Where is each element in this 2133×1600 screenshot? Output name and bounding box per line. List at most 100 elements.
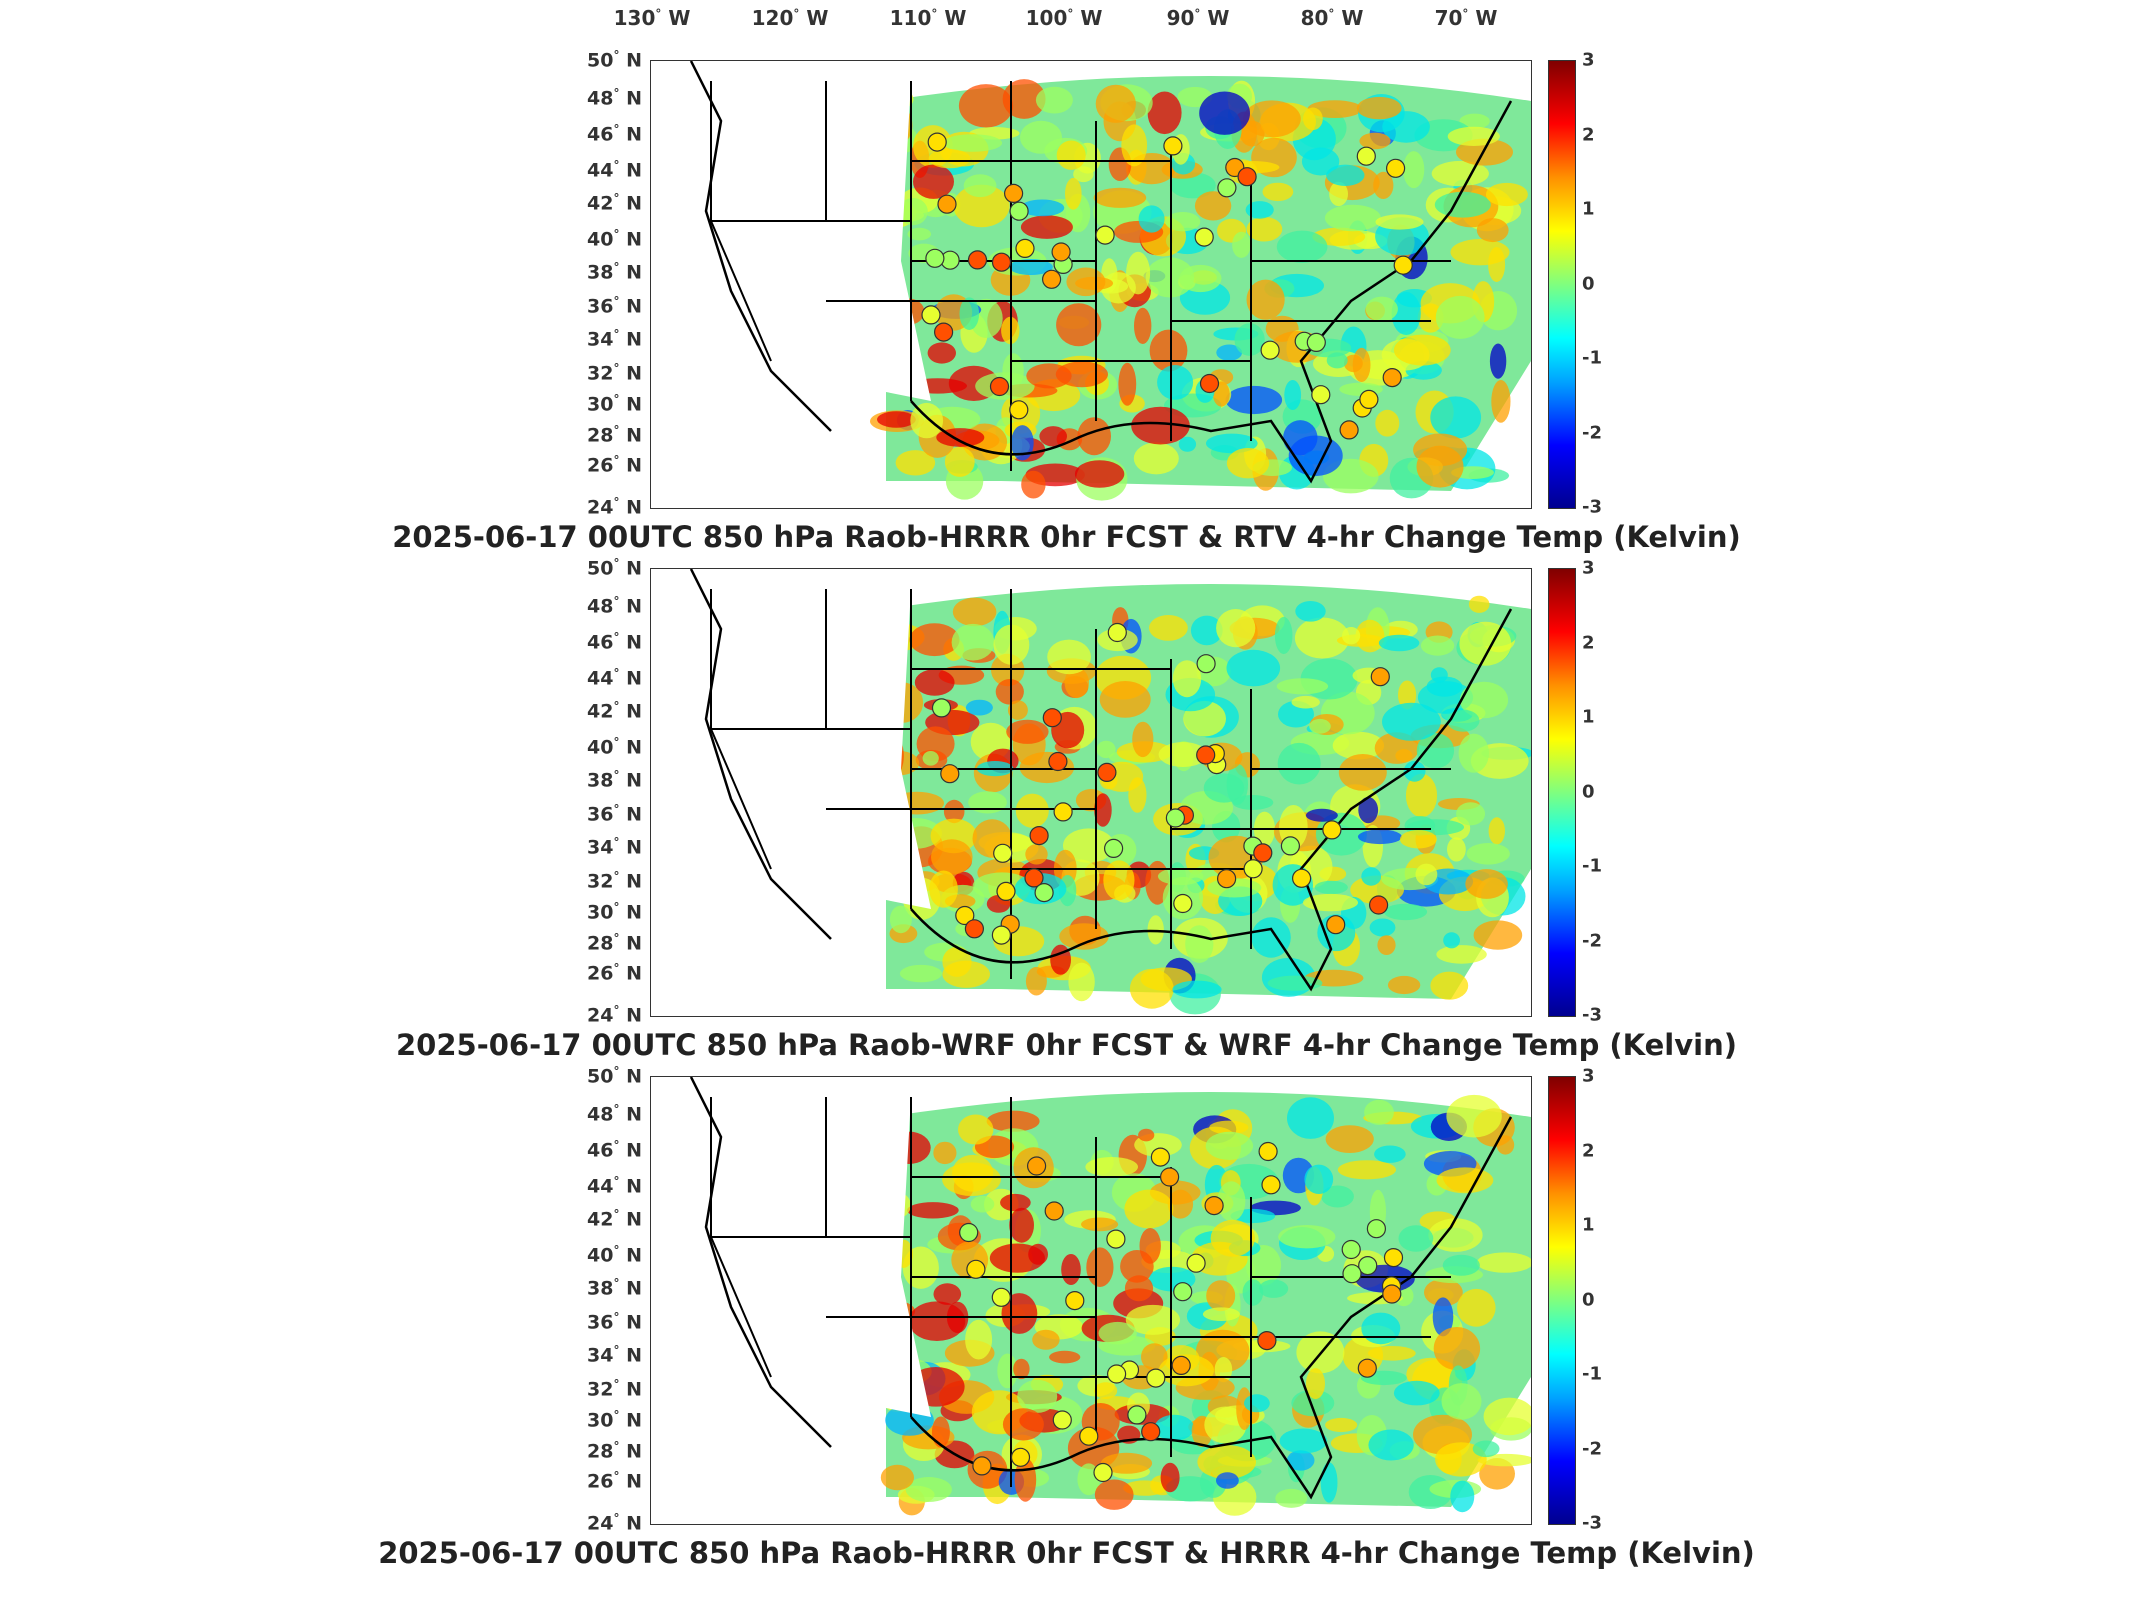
field-cell bbox=[1129, 968, 1174, 1009]
field-cell bbox=[1086, 1247, 1114, 1287]
raob-station bbox=[937, 194, 957, 214]
lat-tick-label: 50° N bbox=[587, 48, 642, 72]
field-cell bbox=[1020, 199, 1065, 217]
lat-tick-label: 38° N bbox=[587, 260, 642, 284]
field-cell bbox=[1476, 1252, 1531, 1273]
colorbar bbox=[1548, 60, 1576, 509]
field-cell bbox=[1278, 1225, 1336, 1249]
field-cell bbox=[1232, 231, 1251, 258]
raob-station bbox=[1253, 843, 1273, 863]
lat-tick-label: 32° N bbox=[587, 1377, 642, 1401]
field-cell bbox=[1377, 935, 1396, 955]
field-cell bbox=[958, 1114, 994, 1145]
lat-tick-label: 42° N bbox=[587, 191, 642, 215]
raob-station bbox=[989, 376, 1010, 397]
raob-station bbox=[925, 248, 945, 268]
map-panel-1: 2025-06-17 00UTC 850 hPa Raob-HRRR 0hr F… bbox=[0, 0, 2133, 560]
colorbar-tick-label: -2 bbox=[1582, 1438, 1602, 1459]
field-cell bbox=[1405, 773, 1438, 818]
raob-station bbox=[1385, 158, 1406, 178]
lat-tick-label: 36° N bbox=[587, 294, 642, 318]
field-cell bbox=[1203, 773, 1245, 803]
field-cell bbox=[1430, 396, 1482, 439]
field-cell bbox=[1344, 354, 1363, 373]
field-cell bbox=[1294, 617, 1350, 659]
field-cell bbox=[965, 699, 993, 716]
raob-station bbox=[1357, 1358, 1377, 1378]
field-cell bbox=[958, 84, 1014, 128]
field-cell bbox=[1436, 945, 1487, 964]
temperature-change-map bbox=[689, 1077, 1531, 1516]
lat-tick-label: 44° N bbox=[587, 1174, 642, 1197]
field-cell bbox=[1393, 334, 1451, 366]
raob-station bbox=[1237, 167, 1257, 187]
lat-tick-label: 26° N bbox=[587, 961, 642, 985]
field-cell bbox=[1325, 1417, 1358, 1433]
raob-station bbox=[1106, 1229, 1126, 1249]
field-cell bbox=[1426, 676, 1463, 697]
raob-station bbox=[1042, 269, 1062, 289]
temperature-change-map bbox=[689, 61, 1531, 501]
raob-station bbox=[1051, 242, 1071, 262]
raob-station bbox=[1358, 1256, 1378, 1276]
field-cell bbox=[1021, 470, 1046, 499]
field-cell bbox=[1364, 1099, 1394, 1125]
raob-station bbox=[959, 1222, 979, 1243]
raob-station bbox=[1216, 869, 1237, 889]
field-cell bbox=[1013, 1358, 1030, 1380]
colorbar-tick-label: 0 bbox=[1582, 1289, 1595, 1310]
colorbar-tick-label: 2 bbox=[1582, 632, 1595, 653]
field-cell bbox=[1359, 132, 1391, 150]
field-cell bbox=[1124, 1275, 1154, 1302]
raob-station bbox=[1393, 255, 1413, 275]
colorbar-tick-label: 1 bbox=[1582, 706, 1595, 728]
field-cell bbox=[942, 134, 1003, 152]
field-cell bbox=[1094, 1382, 1118, 1399]
field-cell bbox=[928, 149, 971, 169]
field-cell bbox=[1245, 201, 1274, 219]
field-cell bbox=[1382, 702, 1441, 741]
field-cell bbox=[1061, 1254, 1081, 1285]
field-cell bbox=[1047, 639, 1091, 675]
field-cell bbox=[1432, 1297, 1454, 1337]
field-cell bbox=[1259, 1279, 1289, 1298]
field-cell bbox=[1357, 829, 1402, 845]
lat-tick-label: 32° N bbox=[587, 869, 642, 893]
field-cell bbox=[910, 402, 944, 439]
map-panel-2: 2025-06-17 00UTC 850 hPa Raob-WRF 0hr FC… bbox=[396, 556, 1737, 1063]
field-cell bbox=[1399, 830, 1437, 849]
lat-tick-label: 36° N bbox=[587, 802, 642, 826]
field-cell bbox=[1284, 380, 1302, 410]
field-cell bbox=[1301, 147, 1340, 176]
field-cell bbox=[1441, 1383, 1482, 1420]
map-area bbox=[650, 568, 1532, 1017]
raob-station bbox=[1326, 915, 1346, 935]
raob-station bbox=[931, 698, 952, 718]
field-cell bbox=[1006, 719, 1049, 744]
field-cell bbox=[1435, 295, 1485, 339]
raob-station bbox=[1341, 1239, 1361, 1260]
field-cell bbox=[1202, 1307, 1240, 1321]
field-cell bbox=[1134, 307, 1152, 344]
field-cell bbox=[1325, 1125, 1374, 1153]
field-cell bbox=[1118, 362, 1137, 406]
lat-tick-label: 34° N bbox=[587, 327, 642, 351]
field-cell bbox=[1246, 279, 1285, 320]
field-cell bbox=[1393, 1380, 1440, 1406]
lat-tick-label: 50° N bbox=[587, 556, 642, 580]
field-cell bbox=[1472, 1440, 1500, 1458]
field-cell bbox=[933, 1141, 957, 1165]
field-cell bbox=[1468, 595, 1490, 613]
field-cell bbox=[1125, 1304, 1180, 1335]
field-cell bbox=[1056, 303, 1102, 347]
field-cell bbox=[1225, 385, 1283, 415]
field-cell bbox=[1324, 204, 1381, 232]
field-cell bbox=[1496, 1135, 1515, 1155]
field-cell bbox=[905, 1477, 952, 1502]
lat-tick-label: 48° N bbox=[587, 594, 642, 618]
field-cell bbox=[1216, 1472, 1239, 1489]
field-cell bbox=[1416, 733, 1455, 769]
field-cell bbox=[1262, 182, 1294, 202]
raob-station bbox=[955, 905, 975, 926]
field-cell bbox=[1373, 171, 1394, 199]
